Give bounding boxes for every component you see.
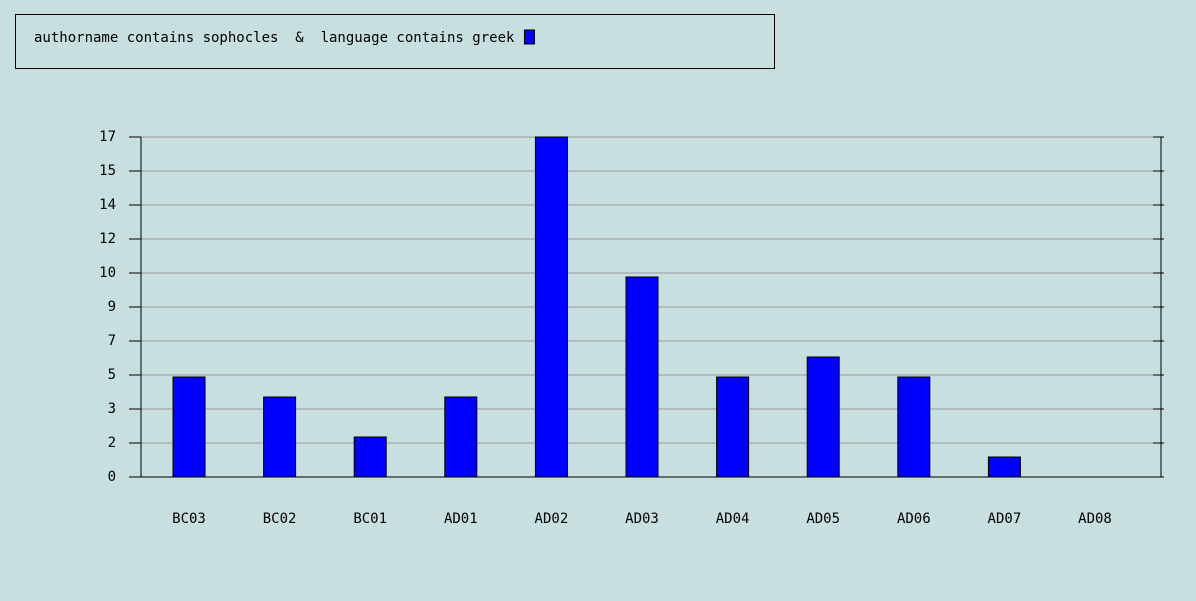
x-tick-label: BC03 — [172, 511, 206, 527]
bar — [353, 436, 387, 478]
legend-box — [15, 14, 775, 69]
x-tick-label: AD07 — [988, 511, 1022, 527]
x-tick-label: BC02 — [263, 511, 297, 527]
bar — [444, 396, 478, 478]
legend-label: authorname contains sophocles & language… — [34, 30, 515, 46]
bar — [716, 376, 750, 478]
legend-swatch — [523, 29, 535, 45]
y-tick-label: 2 — [108, 435, 116, 451]
bar — [897, 376, 931, 478]
x-tick-label: AD01 — [444, 511, 478, 527]
y-tick-label: 5 — [108, 367, 116, 383]
x-tick-label: AD04 — [716, 511, 750, 527]
bar — [806, 356, 840, 478]
x-tick-label: BC01 — [353, 511, 387, 527]
bar — [263, 396, 297, 478]
x-tick-label: AD06 — [897, 511, 931, 527]
y-tick-label: 9 — [108, 299, 116, 315]
y-tick-label: 14 — [99, 197, 116, 213]
y-tick-label: 12 — [99, 231, 116, 247]
x-tick-label: AD03 — [625, 511, 659, 527]
y-tick-label: 7 — [108, 333, 116, 349]
bar — [625, 276, 659, 478]
bar — [172, 376, 206, 478]
x-tick-label: AD08 — [1078, 511, 1112, 527]
y-tick-label: 17 — [99, 129, 116, 145]
x-tick-label: AD02 — [535, 511, 569, 527]
y-tick-label: 3 — [108, 401, 116, 417]
y-tick-label: 10 — [99, 265, 116, 281]
bar — [987, 456, 1021, 478]
x-tick-label: AD05 — [806, 511, 840, 527]
y-tick-label: 0 — [108, 469, 116, 485]
y-tick-label: 15 — [99, 163, 116, 179]
bar — [534, 136, 568, 478]
